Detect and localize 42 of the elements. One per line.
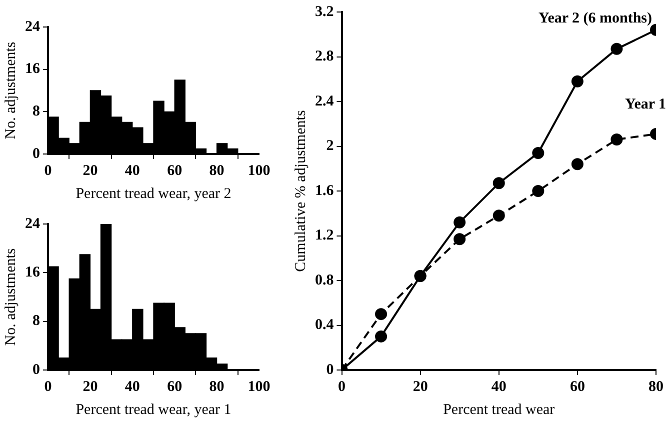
x-tick-label: 40 bbox=[491, 378, 506, 395]
series-label: Year 1 bbox=[625, 96, 666, 112]
x-tick-label: 40 bbox=[124, 162, 140, 179]
y-tick-label: 8 bbox=[32, 104, 40, 120]
y-tick-label: 8 bbox=[32, 313, 40, 330]
x-tick-label: 20 bbox=[82, 378, 98, 395]
y-tick-label: 3.2 bbox=[315, 4, 334, 20]
y-axis-title: No. adjustments bbox=[2, 42, 19, 140]
y-tick-label: 2 bbox=[326, 138, 334, 154]
x-tick-label: 0 bbox=[338, 378, 346, 395]
x-tick-label: 80 bbox=[209, 378, 224, 395]
y-tick-label: 24 bbox=[25, 216, 40, 232]
x-tick-label: 40 bbox=[124, 378, 140, 395]
y-tick-label: 1.2 bbox=[315, 228, 334, 244]
y-tick-label: 2.8 bbox=[315, 48, 334, 65]
y-axis-title: No. adjustments bbox=[2, 248, 19, 346]
y-tick-label: 0.4 bbox=[315, 317, 334, 334]
x-axis-title: Percent tread wear bbox=[443, 402, 555, 418]
y-tick-label: 1.6 bbox=[315, 182, 334, 199]
x-tick-label: 0 bbox=[44, 162, 52, 179]
y-tick-label: 0 bbox=[32, 146, 40, 162]
x-axis-title: Percent tread wear, year 1 bbox=[76, 402, 232, 418]
x-tick-label: 60 bbox=[167, 162, 182, 179]
y-tick-label: 0.8 bbox=[315, 272, 334, 288]
y-tick-label: 16 bbox=[25, 61, 40, 78]
series-label: Year 2 (6 months) bbox=[538, 10, 652, 26]
x-tick-label: 80 bbox=[648, 378, 664, 395]
x-axis-title: Percent tread wear, year 2 bbox=[76, 186, 232, 202]
x-tick-label: 20 bbox=[82, 162, 98, 179]
x-tick-label: 100 bbox=[248, 162, 270, 179]
y-tick-label: 0 bbox=[32, 362, 40, 378]
x-tick-label: 80 bbox=[209, 162, 224, 179]
x-tick-label: 20 bbox=[412, 378, 428, 395]
y-tick-label: 0 bbox=[326, 362, 334, 378]
y-tick-label: 16 bbox=[25, 264, 40, 281]
x-tick-label: 60 bbox=[570, 378, 585, 395]
y-tick-label: 2.4 bbox=[315, 93, 334, 110]
x-tick-label: 0 bbox=[44, 378, 52, 395]
x-tick-label: 60 bbox=[167, 378, 182, 395]
y-tick-label: 24 bbox=[25, 18, 40, 35]
y-axis-title: Cumulative % adjustments bbox=[292, 110, 309, 272]
x-tick-label: 100 bbox=[248, 378, 270, 395]
